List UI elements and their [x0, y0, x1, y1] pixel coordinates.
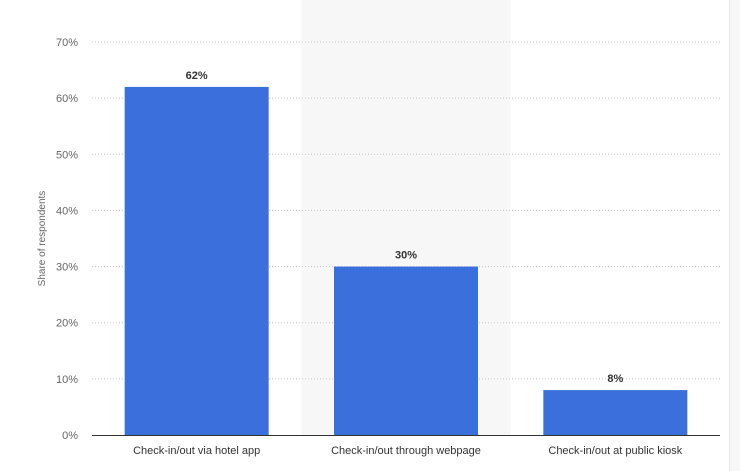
- bar-data-label: 30%: [395, 250, 417, 262]
- bar-data-label: 8%: [607, 373, 623, 385]
- y-tick-label: 20%: [56, 318, 78, 330]
- scrollbar-edge: [729, 0, 740, 471]
- y-tick-label: 0%: [62, 430, 78, 442]
- data-labels: 62% 30% 8%: [186, 70, 624, 385]
- y-tick-label: 40%: [56, 205, 78, 217]
- bar[interactable]: [124, 86, 269, 436]
- y-tick-label: 70%: [56, 37, 78, 49]
- bar[interactable]: [543, 390, 688, 435]
- y-tick-label: 50%: [56, 149, 78, 161]
- bar[interactable]: [334, 266, 478, 435]
- x-category-label: Check-in/out via hotel app: [133, 445, 260, 457]
- y-tick-label: 60%: [56, 93, 78, 105]
- x-category-label: Check-in/out through webpage: [331, 445, 481, 457]
- y-tick-label: 30%: [56, 262, 78, 274]
- y-tick-label: 10%: [56, 374, 78, 386]
- y-axis-ticks: 0% 10% 20% 30% 40% 50% 60% 70%: [56, 37, 78, 442]
- x-axis-categories: Check-in/out via hotel app Check-in/out t…: [133, 445, 683, 457]
- bars: [124, 86, 688, 436]
- x-category-label: Check-in/out at public kiosk: [548, 445, 682, 457]
- y-axis-title: Share of respondents: [37, 191, 48, 287]
- bar-data-label: 62%: [186, 70, 208, 82]
